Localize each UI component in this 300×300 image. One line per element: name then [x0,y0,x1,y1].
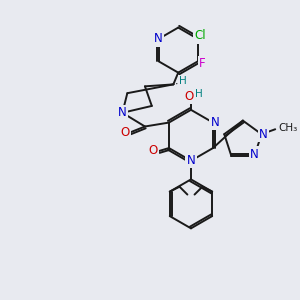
Text: N: N [118,106,127,119]
Text: O: O [121,126,130,139]
Text: N: N [211,116,219,129]
Text: N: N [187,154,195,167]
Text: O: O [184,90,194,103]
Text: N: N [250,148,259,160]
Text: H: H [179,76,187,86]
Text: CH₃: CH₃ [278,123,297,133]
Text: F: F [199,57,206,70]
Text: H: H [195,89,203,99]
Text: O: O [148,145,158,158]
Text: N: N [154,32,163,45]
Text: Cl: Cl [194,29,206,42]
Text: N: N [259,128,268,141]
